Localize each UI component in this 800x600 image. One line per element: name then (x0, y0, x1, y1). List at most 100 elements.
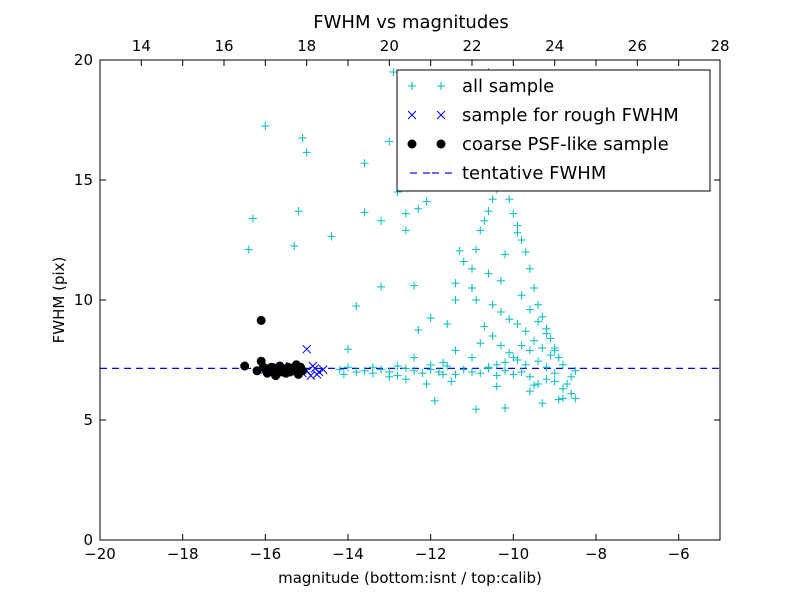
data-point-plus (505, 348, 514, 357)
data-point-plus (571, 366, 580, 375)
data-point-plus (480, 322, 489, 331)
data-point-plus (422, 197, 431, 206)
data-point-plus (530, 381, 538, 390)
data-point-plus (513, 356, 522, 364)
legend-label: sample for rough FWHM (462, 105, 679, 126)
data-point-plus (530, 284, 538, 292)
data-point-plus (443, 362, 452, 370)
data-point-plus (488, 195, 497, 204)
data-point-plus (525, 372, 534, 381)
data-point-plus (451, 370, 460, 379)
data-point-plus (563, 380, 572, 388)
data-point-plus (505, 195, 514, 204)
data-point-plus (521, 327, 530, 336)
data-point-plus (439, 370, 448, 379)
data-point-plus (447, 377, 456, 386)
data-point-plus (476, 226, 485, 235)
data-point-plus (459, 365, 468, 374)
data-point-circle (258, 362, 268, 372)
data-point-plus (509, 209, 518, 218)
data-point-plus (534, 380, 543, 388)
top-x-tick-label: 20 (380, 37, 399, 55)
data-point-plus (517, 291, 526, 300)
data-point-plus (426, 314, 435, 322)
data-point-circle (298, 366, 308, 376)
data-point-circle (275, 361, 285, 371)
data-point-plus (513, 228, 522, 237)
data-point-plus (401, 209, 410, 218)
top-x-tick-label: 28 (710, 37, 729, 55)
data-point-plus (521, 248, 530, 256)
data-point-plus (505, 315, 514, 324)
data-point-plus (534, 317, 543, 326)
data-point-plus (401, 364, 410, 373)
y-axis-label: FWHM (pix) (50, 257, 68, 344)
data-point-plus (501, 404, 510, 412)
data-point-plus (401, 375, 410, 384)
top-x-tick-label: 16 (214, 37, 233, 55)
x-tick-label: −10 (498, 545, 530, 563)
data-point-plus (352, 302, 361, 310)
y-tick-label: 15 (74, 171, 93, 189)
data-point-plus (517, 236, 526, 244)
legend-entry: tentative FWHM (410, 163, 606, 184)
data-point-plus (534, 300, 543, 309)
data-point-plus (455, 246, 464, 255)
data-point-plus (501, 250, 510, 259)
data-point-plus (501, 358, 510, 367)
legend-label: tentative FWHM (462, 163, 606, 184)
data-point-plus (509, 370, 518, 379)
y-tick-label: 10 (74, 291, 93, 309)
data-point-plus (451, 279, 460, 288)
data-point-plus (294, 207, 303, 216)
data-point-x (318, 365, 328, 374)
data-point-plus (476, 369, 485, 378)
legend-marker (436, 139, 446, 149)
data-point-plus (327, 232, 336, 241)
data-point-plus (360, 366, 369, 375)
data-point-plus (542, 363, 551, 372)
data-point-plus (525, 305, 534, 314)
x-tick-label: −14 (332, 545, 364, 563)
data-point-plus (525, 387, 534, 396)
x-tick-label: −8 (585, 545, 607, 563)
data-point-plus (352, 368, 361, 376)
y-tick-label: 5 (83, 411, 93, 429)
data-point-plus (344, 363, 352, 372)
x-tick-label: −12 (415, 545, 447, 563)
data-point-plus (546, 334, 555, 343)
data-point-plus (422, 380, 431, 388)
legend-marker (436, 110, 446, 120)
data-point-plus (335, 365, 344, 374)
top-x-tick-label: 26 (628, 37, 647, 55)
series-circle (240, 315, 308, 381)
data-point-circle (240, 361, 250, 371)
data-point-plus (389, 68, 398, 76)
data-point-plus (434, 368, 443, 376)
data-point-plus (554, 395, 563, 404)
data-point-plus (439, 358, 448, 367)
data-point-plus (410, 366, 419, 375)
data-point-plus (517, 341, 526, 350)
y-tick-label: 0 (83, 531, 93, 549)
legend-entry: sample for rough FWHM (407, 105, 679, 126)
data-point-circle (256, 315, 266, 325)
data-point-plus (468, 353, 476, 362)
legend-marker (437, 82, 445, 90)
chart-title: FWHM vs magnitudes (313, 12, 508, 33)
legend-marker (407, 139, 417, 149)
data-point-plus (248, 214, 257, 223)
data-point-plus (558, 394, 567, 403)
data-point-plus (513, 320, 522, 328)
data-point-plus (525, 264, 534, 273)
data-point-plus (538, 344, 547, 352)
data-point-plus (451, 296, 460, 304)
data-point-plus (492, 371, 501, 380)
top-x-tick-label: 18 (297, 37, 316, 55)
data-point-plus (496, 308, 505, 316)
top-x-tick-label: 14 (132, 37, 151, 55)
legend-entry: coarse PSF-like sample (407, 134, 669, 155)
data-point-plus (410, 353, 419, 362)
data-point-plus (530, 336, 538, 345)
